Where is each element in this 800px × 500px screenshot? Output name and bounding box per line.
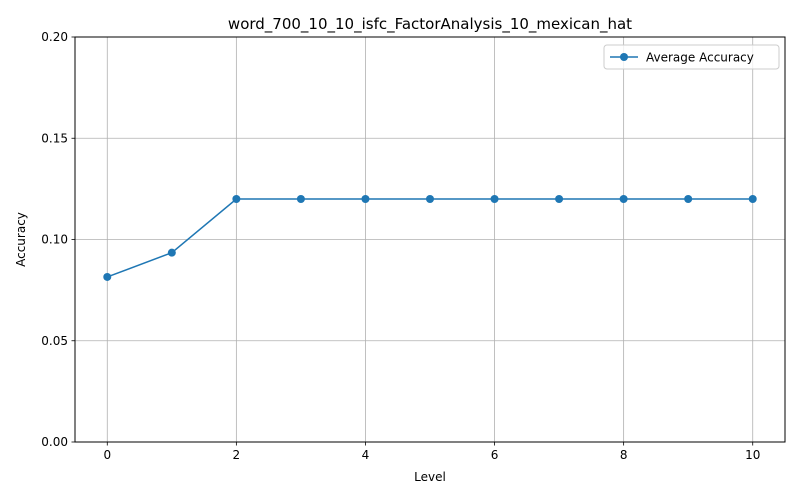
x-tick-label: 8 <box>620 448 628 462</box>
y-tick-label: 0.00 <box>41 435 68 449</box>
chart-title: word_700_10_10_isfc_FactorAnalysis_10_me… <box>228 15 632 34</box>
data-point <box>684 195 693 203</box>
legend-label: Average Accuracy <box>646 51 754 65</box>
x-axis-label: Level <box>414 470 446 484</box>
data-point <box>167 248 176 257</box>
x-tick-label: 4 <box>362 448 370 462</box>
data-point <box>619 195 628 203</box>
legend-marker-icon <box>620 53 628 61</box>
axis-ticks: 0 2 4 6 8 10 0.00 0.05 0.10 0.15 0.20 <box>41 30 760 462</box>
x-tick-label: 6 <box>491 448 499 462</box>
x-tick-label: 0 <box>103 448 111 462</box>
series-layer <box>103 195 757 281</box>
y-tick-label: 0.05 <box>41 334 68 348</box>
data-point <box>748 195 757 203</box>
y-tick-label: 0.10 <box>41 233 68 247</box>
data-point <box>555 195 564 203</box>
legend-box <box>603 44 780 70</box>
y-tick-label: 0.20 <box>41 30 68 44</box>
x-tick-label: 2 <box>233 448 241 462</box>
data-point <box>490 195 499 203</box>
data-point <box>296 195 305 203</box>
data-point <box>103 272 112 281</box>
data-point <box>232 195 241 203</box>
x-tick-label: 10 <box>745 448 760 462</box>
data-point <box>361 195 370 203</box>
y-tick-label: 0.15 <box>41 131 68 145</box>
y-axis-label: Accuracy <box>14 212 28 267</box>
data-point <box>426 195 434 203</box>
legend: Average Accuracy <box>603 44 780 70</box>
